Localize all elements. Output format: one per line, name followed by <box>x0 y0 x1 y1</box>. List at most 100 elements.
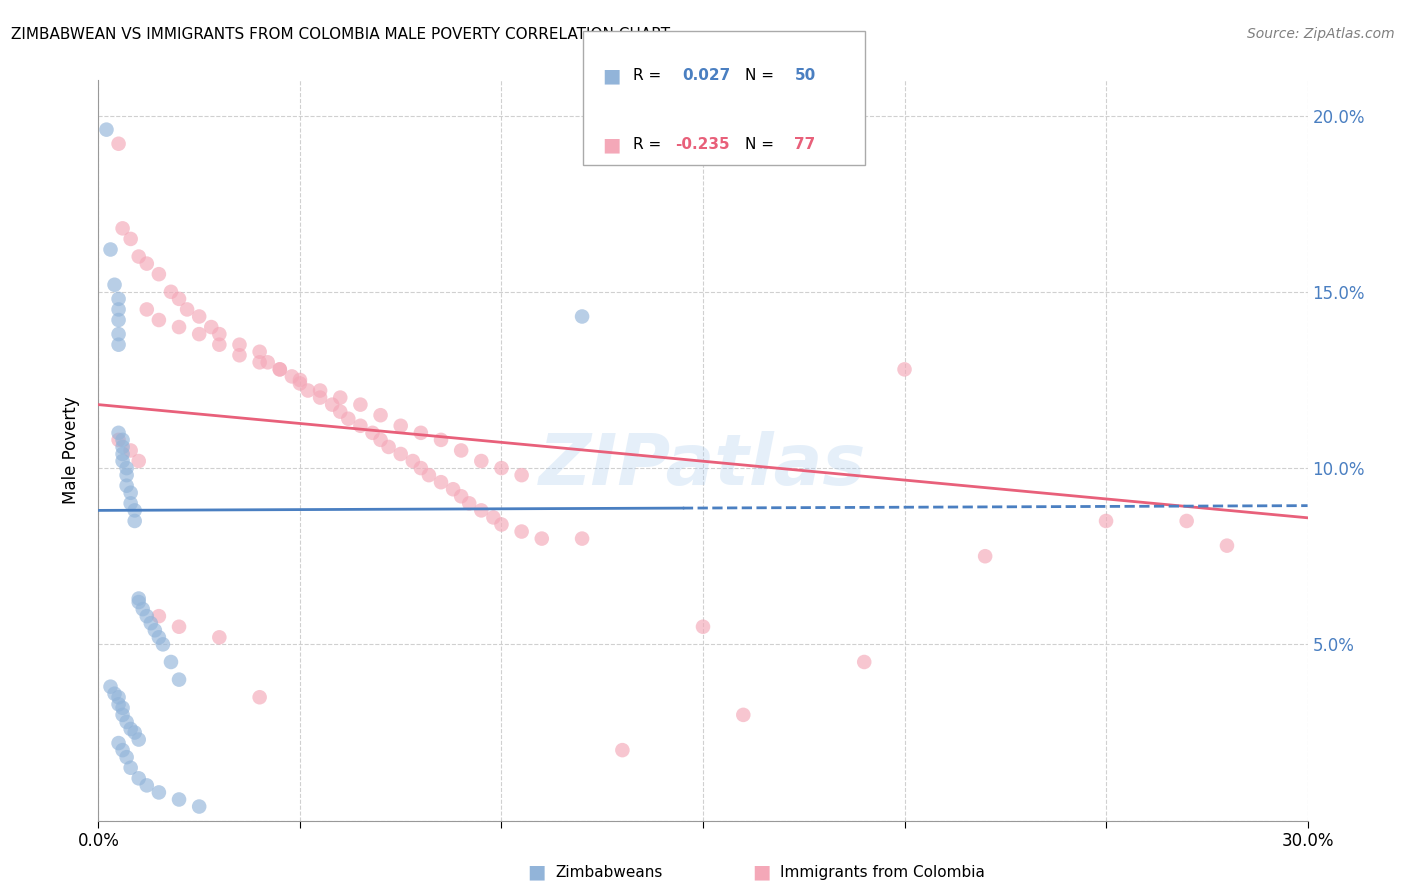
Point <box>249 690 271 705</box>
Point <box>491 461 513 475</box>
Point <box>120 485 142 500</box>
Point <box>349 418 371 433</box>
Point <box>96 122 118 136</box>
Point <box>107 433 129 447</box>
Point <box>297 384 319 398</box>
Point <box>269 362 291 376</box>
Point <box>111 701 134 715</box>
Point <box>107 292 129 306</box>
Point <box>111 440 134 454</box>
Point <box>482 510 505 524</box>
Point <box>530 532 553 546</box>
Point <box>111 433 134 447</box>
Point <box>143 624 166 638</box>
Point <box>107 736 129 750</box>
Point <box>167 320 190 334</box>
Point <box>167 292 190 306</box>
Point <box>128 591 150 606</box>
Point <box>470 454 492 468</box>
Point <box>470 503 492 517</box>
Point <box>974 549 997 564</box>
Y-axis label: Male Poverty: Male Poverty <box>62 397 80 504</box>
Point <box>208 327 231 342</box>
Point <box>370 408 392 422</box>
Point <box>115 461 138 475</box>
Point <box>103 687 125 701</box>
Text: R =: R = <box>633 137 666 152</box>
Text: 50: 50 <box>794 69 815 83</box>
Point <box>510 524 533 539</box>
Point <box>208 630 231 644</box>
Point <box>148 785 170 799</box>
Point <box>167 620 190 634</box>
Point <box>389 418 412 433</box>
Point <box>321 398 343 412</box>
Point <box>135 609 157 624</box>
Point <box>188 310 211 324</box>
Point <box>249 344 271 359</box>
Point <box>111 221 134 235</box>
Point <box>329 391 352 405</box>
Point <box>188 799 211 814</box>
Point <box>115 750 138 764</box>
Point <box>893 362 915 376</box>
Point <box>135 302 157 317</box>
Point <box>228 337 250 351</box>
Point <box>430 475 453 490</box>
Point <box>1095 514 1118 528</box>
Point <box>107 313 129 327</box>
Text: 77: 77 <box>794 137 815 152</box>
Point <box>100 243 122 257</box>
Point <box>111 707 134 722</box>
Point <box>441 482 464 496</box>
Point <box>370 433 392 447</box>
Point <box>361 425 384 440</box>
Point <box>377 440 399 454</box>
Point <box>281 369 304 384</box>
Point <box>111 447 134 461</box>
Point <box>120 761 142 775</box>
Point <box>329 405 352 419</box>
Point <box>612 743 634 757</box>
Point <box>128 454 150 468</box>
Point <box>571 310 593 324</box>
Text: N =: N = <box>745 137 779 152</box>
Point <box>135 778 157 792</box>
Point <box>288 376 311 391</box>
Point <box>124 503 146 517</box>
Point <box>409 425 432 440</box>
Point <box>148 267 170 281</box>
Point <box>430 433 453 447</box>
Point <box>107 302 129 317</box>
Point <box>115 479 138 493</box>
Point <box>120 443 142 458</box>
Point <box>128 595 150 609</box>
Point <box>337 411 360 425</box>
Point <box>853 655 876 669</box>
Point <box>249 355 271 369</box>
Point <box>510 468 533 483</box>
Point <box>148 630 170 644</box>
Point <box>120 722 142 736</box>
Point <box>124 514 146 528</box>
Point <box>167 673 190 687</box>
Text: ZIPatlas: ZIPatlas <box>540 431 866 500</box>
Point <box>139 616 162 631</box>
Point <box>111 743 134 757</box>
Text: Immigrants from Colombia: Immigrants from Colombia <box>780 865 986 880</box>
Point <box>128 732 150 747</box>
Point <box>402 454 425 468</box>
Point <box>309 391 332 405</box>
Point <box>107 337 129 351</box>
Point <box>450 489 472 503</box>
Text: ■: ■ <box>752 863 770 882</box>
Point <box>128 250 150 264</box>
Point <box>103 277 125 292</box>
Point <box>733 707 755 722</box>
Point <box>120 496 142 510</box>
Point <box>349 398 371 412</box>
Point <box>107 698 129 712</box>
Point <box>124 725 146 739</box>
Point <box>148 313 170 327</box>
Text: ZIMBABWEAN VS IMMIGRANTS FROM COLOMBIA MALE POVERTY CORRELATION CHART: ZIMBABWEAN VS IMMIGRANTS FROM COLOMBIA M… <box>11 27 671 42</box>
